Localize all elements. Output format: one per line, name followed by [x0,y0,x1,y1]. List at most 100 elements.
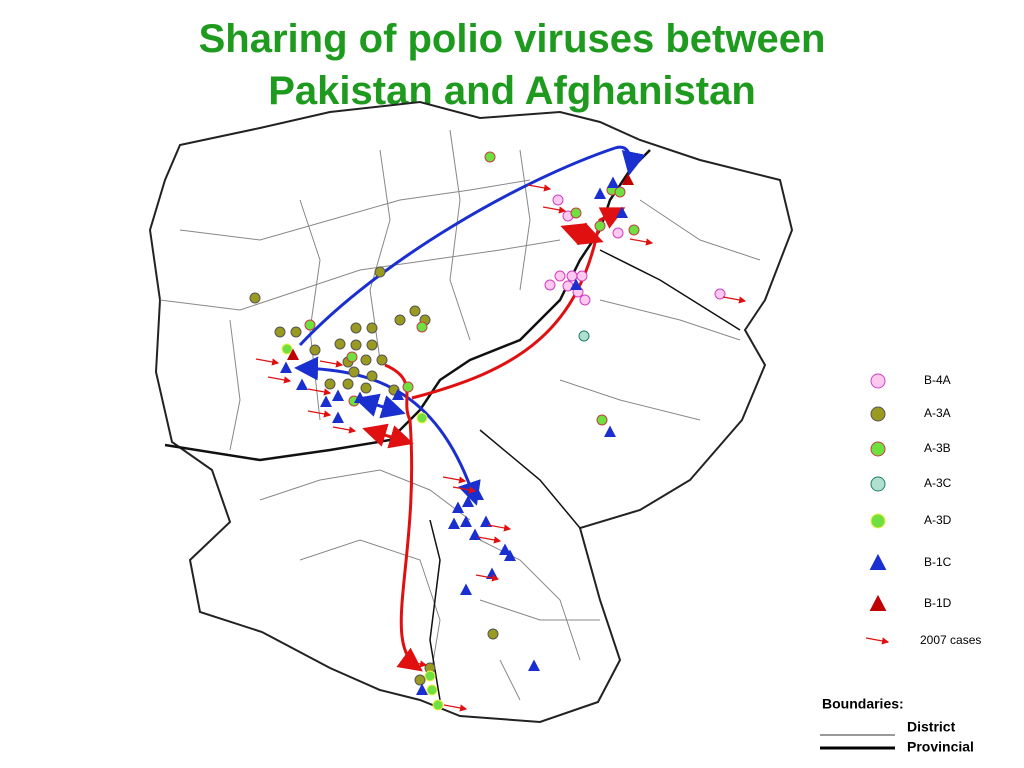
case-triangle [869,594,887,611]
transmission-arrow [411,207,626,400]
case-triangle [604,425,616,437]
case-dot [350,339,362,351]
case-dot [324,378,336,390]
transmission-arrow [298,145,646,347]
case-triangle [570,278,582,290]
case-dot [366,370,378,382]
case-dot [350,322,362,334]
case-dot [374,266,386,278]
case-dot [360,354,372,366]
case-dot [426,684,438,696]
case-dot [596,414,608,426]
case-triangle [320,395,332,407]
case-triangle [332,389,344,401]
case-arrow [542,206,567,214]
case-triangle [448,517,460,529]
case-dot [576,270,588,282]
case-triangle [607,176,619,188]
case-dot [870,373,886,389]
case-triangle [594,187,606,199]
case-dot [274,326,286,338]
case-triangle [472,488,484,500]
country-outline [148,100,794,724]
case-dot [552,194,564,206]
case-dot [870,476,886,492]
case-dot [484,151,496,163]
transmission-arrow [362,423,414,449]
case-triangle [460,583,472,595]
case-dot [346,351,358,363]
case-dot [360,382,372,394]
case-triangle [460,515,472,527]
case-arrow [319,360,344,368]
case-dot [342,378,354,390]
case-dot [612,227,624,239]
case-arrow [629,238,654,246]
case-triangle [622,173,634,185]
case-dot [249,292,261,304]
case-arrow [307,410,332,418]
legend-label: A-3B [924,441,951,455]
case-dot [570,207,582,219]
case-arrow [477,536,502,544]
case-dot [579,294,591,306]
case-arrow [443,704,468,712]
case-triangle [296,378,308,390]
case-arrow [475,574,500,582]
case-triangle [616,206,628,218]
case-arrow [865,637,890,645]
transmission-arrow [354,393,406,419]
case-arrow [267,376,292,384]
case-triangle [462,495,474,507]
case-dot [304,319,316,331]
title-line: Pakistan and Afghanistan [268,69,756,113]
legend-label: B-4A [924,373,951,387]
case-dot [578,330,590,342]
case-dot [402,381,414,393]
case-triangle [287,348,299,360]
case-triangle [354,391,366,403]
legend-label: A-3A [924,406,951,420]
legend-label: A-3D [924,513,952,527]
case-dot [628,224,640,236]
map [148,100,794,724]
boundaries-title: Boundaries: [822,696,904,712]
case-dot [870,441,886,457]
case-dot [334,338,346,350]
case-triangle [332,411,344,423]
case-arrow [442,476,467,484]
legend: B-4A A-3A A-3B A-3C A-3D B-1C B-1D 2007 cases [865,373,981,647]
case-dot [714,288,726,300]
case-arrow [332,426,357,434]
case-dot [409,305,421,317]
case-dot [594,220,606,232]
boundaries-item: District [907,719,956,735]
case-dot [281,343,293,355]
case-dot [414,674,426,686]
legend-label: B-1D [924,596,952,610]
case-dot [614,186,626,198]
case-arrow [452,486,477,494]
case-triangle [392,388,404,400]
case-dot [432,699,444,711]
case-markers [249,151,747,712]
case-dot [290,326,302,338]
case-dot [554,270,566,282]
title-line: Sharing of polio viruses between [199,17,826,61]
case-dot [309,344,321,356]
legend-label: A-3C [924,476,952,490]
case-arrow [255,358,280,366]
case-dot [870,406,886,422]
case-dot [416,321,428,333]
case-triangle [504,549,516,561]
case-arrow [487,524,512,532]
case-triangle [528,659,540,671]
case-triangle [280,361,292,373]
district-lines [159,129,761,701]
transmission-arrow [560,222,604,246]
boundaries-item: Provincial [907,739,974,755]
case-arrow [307,388,332,396]
case-dot [870,513,886,529]
legend-label: B-1C [924,555,952,569]
